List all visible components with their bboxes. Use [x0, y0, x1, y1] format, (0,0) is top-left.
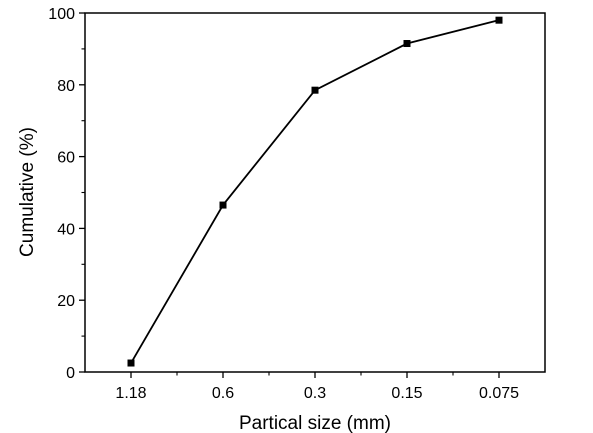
data-point-marker	[311, 86, 319, 94]
data-point-marker	[403, 40, 411, 48]
data-point-marker	[495, 16, 503, 24]
x-tick-label: 1.18	[115, 385, 146, 402]
series-line	[130, 19, 500, 364]
y-axis-title: Cumulative (%)	[17, 127, 38, 257]
y-tick-label: 60	[57, 150, 75, 167]
plot-area-frame	[84, 12, 546, 373]
y-tick-label: 80	[57, 78, 75, 95]
series-layer	[127, 16, 503, 367]
y-tick-label: 0	[66, 365, 75, 382]
y-axis-tick-labels: 0 20 40 60 80 100	[48, 6, 75, 382]
x-axis-ticks	[130, 372, 500, 378]
x-tick-label: 0.3	[304, 385, 326, 402]
y-tick-label: 20	[57, 293, 75, 310]
x-axis-title: Partical size (mm)	[239, 413, 391, 433]
y-tick-label: 100	[48, 6, 75, 23]
data-point-marker	[219, 201, 227, 209]
y-axis-ticks	[79, 12, 85, 373]
y-tick-label: 40	[57, 221, 75, 238]
x-tick-label: 0.6	[212, 385, 234, 402]
x-tick-label: 0.075	[479, 385, 519, 402]
x-axis-tick-labels: 1.18 0.6 0.3 0.15 0.075	[115, 385, 519, 402]
data-point-marker	[127, 359, 135, 367]
x-tick-label: 0.15	[391, 385, 422, 402]
